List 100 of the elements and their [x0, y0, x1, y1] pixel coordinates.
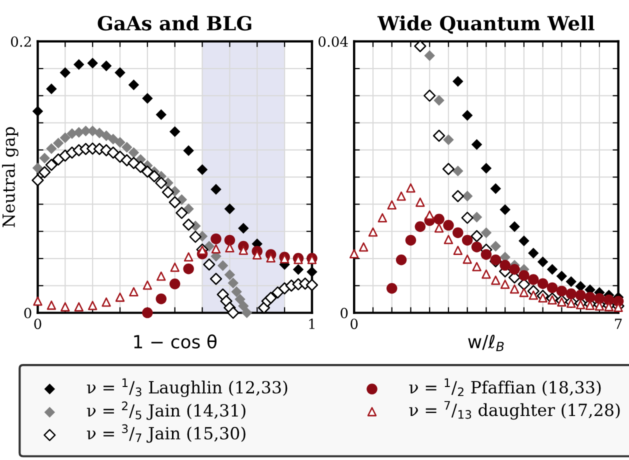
point: [406, 183, 416, 193]
point: [442, 162, 455, 176]
point: [452, 76, 464, 87]
x-tick-label: 1: [309, 318, 314, 329]
point: [108, 134, 119, 144]
point: [88, 300, 98, 310]
point: [424, 210, 434, 220]
point: [115, 292, 125, 302]
point: [94, 128, 105, 138]
point: [264, 292, 277, 304]
point: [203, 258, 216, 271]
point: [414, 40, 426, 52]
legend-label: ν = $^{2}$/$_{5}$ Jain (14,31): [86, 401, 246, 420]
point: [472, 262, 482, 272]
x-axis-title: 1 − cos θ: [134, 334, 217, 349]
point: [184, 252, 194, 262]
point: [471, 212, 482, 223]
point: [87, 58, 98, 68]
chart-title: Wide Quantum Well: [377, 16, 594, 34]
legend-label: ν = $^{1}$/$_{3}$ Laughlin (12,33): [86, 378, 288, 398]
x-tick-label: 7: [615, 318, 622, 329]
point: [584, 292, 596, 303]
point: [142, 280, 152, 290]
point: [272, 286, 284, 299]
point: [416, 198, 425, 207]
point: [500, 260, 510, 271]
point: [156, 293, 167, 304]
point: [141, 166, 154, 178]
point: [196, 164, 208, 176]
point: [528, 248, 539, 258]
point: [280, 254, 290, 264]
point: [556, 286, 568, 296]
point: [518, 236, 530, 246]
point: [387, 200, 396, 210]
point: [189, 230, 202, 243]
point: [556, 270, 568, 282]
point: [238, 300, 249, 312]
point: [32, 162, 44, 174]
point: [102, 297, 111, 307]
point: [129, 287, 138, 296]
point: [414, 221, 426, 232]
point: [358, 242, 368, 252]
point: [509, 264, 520, 275]
point: [471, 139, 482, 150]
point: [107, 146, 120, 159]
point: [114, 67, 126, 78]
point: [231, 286, 242, 298]
point: [490, 183, 502, 194]
point: [228, 278, 239, 288]
point: [350, 249, 359, 258]
point: [224, 234, 236, 246]
point: [566, 298, 576, 308]
point: [614, 302, 623, 312]
point: [424, 50, 435, 62]
legend-label: ν = $^{7}$/$_{13}$ daughter (17,28): [409, 401, 620, 420]
point: [452, 190, 464, 202]
point: [462, 190, 473, 202]
y-axis-title: Neutral gap: [2, 127, 18, 228]
point: [227, 306, 240, 319]
point: [169, 126, 180, 138]
y-tick-label: 0.04: [318, 36, 348, 47]
point: [134, 160, 147, 173]
point: [557, 297, 566, 307]
x-tick-label: 0: [350, 318, 358, 330]
point: [210, 184, 222, 195]
point: [182, 218, 195, 231]
point: [74, 59, 84, 70]
point: [162, 186, 174, 198]
point: [528, 290, 538, 300]
point: [32, 174, 44, 186]
point: [452, 227, 464, 238]
point: [368, 227, 378, 237]
point: [114, 136, 126, 148]
point: [46, 300, 56, 310]
point: [224, 203, 236, 214]
point: [396, 191, 406, 201]
y-tick-label: 0.2: [11, 36, 31, 47]
point: [444, 234, 454, 244]
point: [142, 93, 153, 104]
point: [480, 162, 492, 174]
point: [169, 278, 180, 290]
point: [183, 145, 194, 156]
point: [537, 278, 548, 290]
point: [434, 214, 444, 225]
point: [74, 302, 84, 312]
point: [432, 130, 446, 142]
point: [491, 276, 500, 285]
x-axis-title: w/ℓ$_{B}$: [468, 334, 504, 352]
point: [510, 284, 520, 294]
point: [306, 278, 318, 292]
point: [100, 60, 112, 72]
point: [378, 213, 388, 222]
point: [480, 227, 492, 238]
point: [396, 254, 407, 266]
point: [509, 221, 520, 232]
point: [306, 266, 318, 278]
point: [234, 294, 246, 305]
x-tick-label: 0: [34, 318, 42, 330]
point: [594, 301, 604, 311]
point: [566, 288, 577, 300]
